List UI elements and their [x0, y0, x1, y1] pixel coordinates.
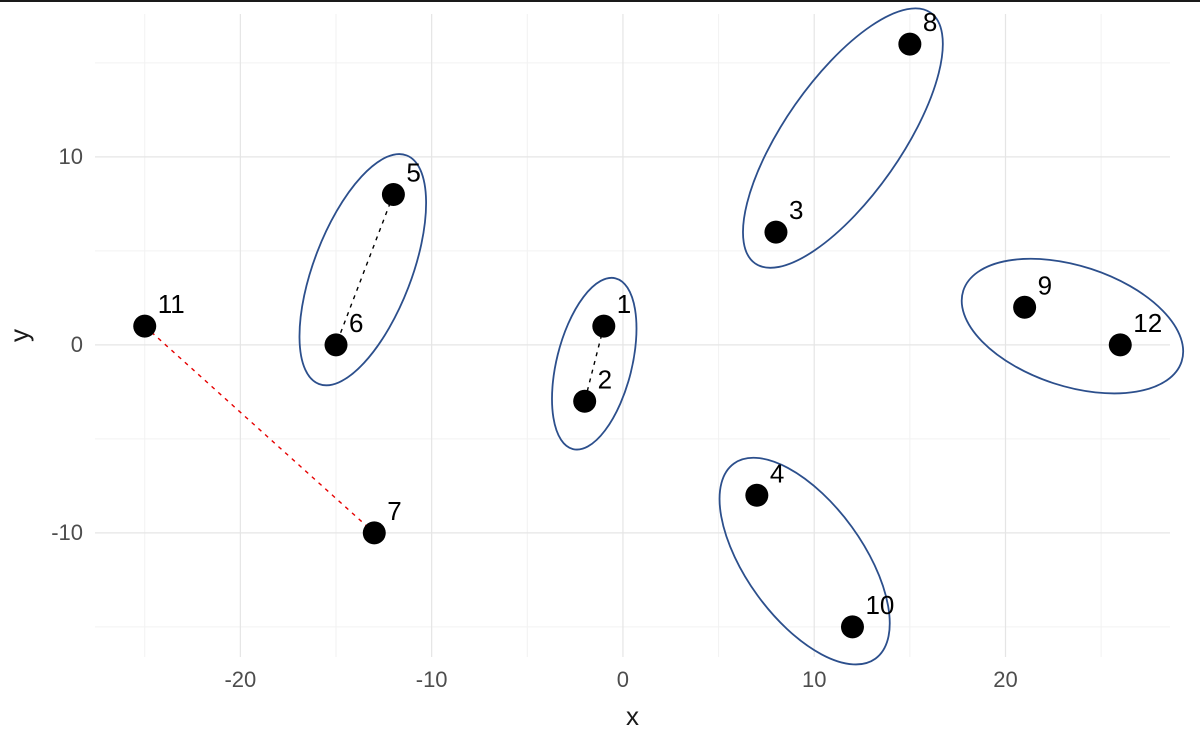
cluster-ellipse-5-6 [298, 153, 427, 387]
point-label-2: 2 [598, 364, 612, 394]
data-point-1 [592, 314, 616, 338]
data-point-2 [573, 389, 597, 413]
x-tick-label: -10 [416, 667, 448, 692]
point-label-8: 8 [923, 7, 937, 37]
data-point-8 [898, 32, 922, 56]
edge-1-2 [584, 325, 605, 402]
data-point-10 [840, 615, 864, 639]
plot-panel [95, 14, 1170, 657]
data-point-4 [745, 483, 769, 507]
y-tick-label: 0 [71, 332, 83, 357]
cluster-ellipse-group [718, 456, 891, 666]
cluster-ellipse-group [551, 276, 638, 451]
cluster-ellipse-group [960, 257, 1185, 395]
data-point-6 [324, 333, 348, 357]
x-tick-label: 10 [802, 667, 826, 692]
data-point-3 [764, 220, 788, 244]
point-label-1: 1 [617, 289, 631, 319]
cluster-ellipse-3-8 [742, 7, 944, 269]
cluster-ellipse-9-12 [960, 257, 1185, 395]
edge-11-7 [144, 325, 375, 534]
x-tick-label: -20 [224, 667, 256, 692]
window-top-border [0, 0, 1200, 2]
cluster-ellipse-4-10 [718, 456, 891, 666]
data-point-7 [362, 521, 386, 545]
data-point-11 [133, 314, 157, 338]
cluster-ellipse-1-2 [551, 276, 638, 451]
point-label-7: 7 [387, 496, 401, 526]
cluster-ellipse-group [742, 7, 944, 269]
point-label-11: 11 [158, 289, 185, 319]
x-tick-label: 0 [617, 667, 629, 692]
x-tick-label: 20 [993, 667, 1017, 692]
point-label-9: 9 [1038, 270, 1052, 300]
point-label-6: 6 [349, 308, 363, 338]
cluster-ellipse-group [298, 153, 427, 387]
x-axis-title: x [626, 701, 639, 731]
point-label-10: 10 [865, 590, 894, 620]
point-label-3: 3 [789, 195, 803, 225]
y-tick-label: 10 [59, 144, 83, 169]
point-label-5: 5 [406, 157, 420, 187]
y-tick-label: -10 [51, 520, 83, 545]
point-label-4: 4 [770, 458, 784, 488]
data-point-5 [381, 182, 405, 206]
data-point-12 [1108, 333, 1132, 357]
y-axis-title: y [4, 329, 34, 342]
data-point-9 [1013, 295, 1037, 319]
point-label-12: 12 [1133, 308, 1162, 338]
